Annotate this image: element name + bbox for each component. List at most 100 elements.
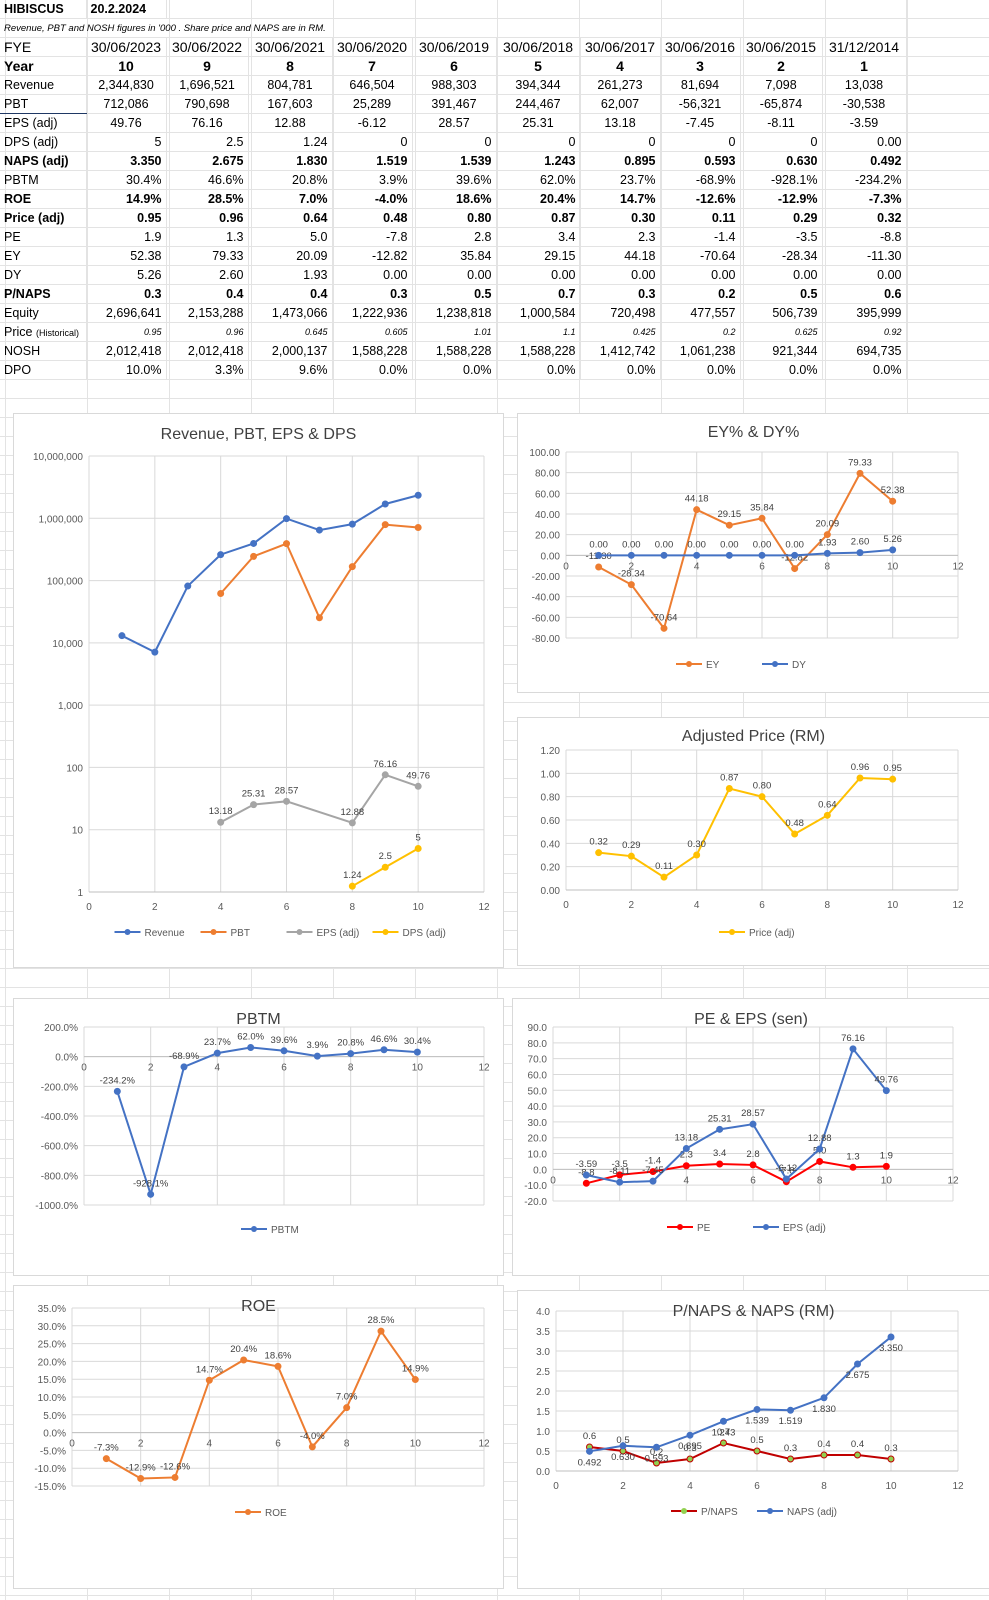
data-cell[interactable]: -12.9% [740,189,823,209]
data-cell[interactable]: 8 [248,56,333,76]
row-label-p-naps[interactable]: P/NAPS [0,284,87,304]
empty-cell[interactable] [166,0,907,19]
row-label-ey[interactable]: EY [0,246,87,266]
data-cell[interactable]: 0.00 [822,265,907,285]
data-cell[interactable]: 804,781 [248,75,333,95]
row-label-price-adj[interactable]: Price (adj) [0,208,87,228]
data-cell[interactable]: -7.8 [332,227,413,247]
fye-cell[interactable]: 30/06/2022 [166,37,249,57]
data-cell[interactable]: 0.00 [332,265,413,285]
data-cell[interactable]: -28.34 [740,246,823,266]
data-cell[interactable]: 9.6% [248,360,333,380]
chart-panel-pnaps-naps[interactable]: P/NAPS & NAPS (RM) 0.0 0.5 1.0 1.5 2.0 2.5 3.0… [517,1290,989,1589]
data-cell[interactable]: 0.00 [580,265,661,285]
data-cell[interactable]: 1,222,936 [332,303,413,323]
date-cell[interactable]: 20.2.2024 [86,0,167,19]
data-cell[interactable]: 0.4 [248,284,333,304]
data-cell[interactable]: 20.8% [248,170,333,190]
data-cell[interactable]: 646,504 [332,75,413,95]
data-cell[interactable]: 0.6 [822,284,907,304]
fye-cell[interactable]: 30/06/2015 [740,37,823,57]
data-cell[interactable]: 0 [580,132,661,152]
data-cell[interactable]: 1.24 [248,132,333,152]
row-label-year[interactable]: Year [0,56,87,76]
data-cell[interactable]: 13,038 [822,75,907,95]
note-cell[interactable]: Revenue, PBT and NOSH figures in '000 . … [0,18,907,38]
fye-label-cell[interactable]: FYE [0,37,87,57]
row-label-pbtm[interactable]: PBTM [0,170,87,190]
fye-cell[interactable]: 30/06/2017 [580,37,661,57]
data-cell[interactable]: 0.80 [412,208,497,228]
data-cell[interactable]: 167,603 [248,94,333,114]
data-cell[interactable]: 79.33 [166,246,249,266]
row-label-dpo[interactable]: DPO [0,360,87,380]
fye-cell[interactable]: 30/06/2023 [86,37,167,57]
data-cell[interactable]: -12.82 [332,246,413,266]
data-cell[interactable]: 1.1 [496,322,581,342]
data-cell[interactable]: -8.8 [822,227,907,247]
data-cell[interactable]: 0.00 [496,265,581,285]
data-cell[interactable]: 0.96 [166,322,249,342]
data-cell[interactable]: 0.48 [332,208,413,228]
data-cell[interactable]: 0 [496,132,581,152]
data-cell[interactable]: 0.5 [740,284,823,304]
chart-panel-pbtm[interactable]: PBTM -1000.0% -800.0% -600.0% -400.0% -200.0… [13,998,504,1276]
data-cell[interactable]: 14.9% [86,189,167,209]
data-cell[interactable]: 2,153,288 [166,303,249,323]
data-cell[interactable]: 1,061,238 [660,341,741,361]
data-cell[interactable]: 0 [740,132,823,152]
data-cell[interactable]: 2,012,418 [86,341,167,361]
data-cell[interactable]: 2,344,830 [86,75,167,95]
row-label-pbt[interactable]: PBT [0,94,87,114]
data-cell[interactable]: 2,696,641 [86,303,167,323]
row-label-roe[interactable]: ROE [0,189,87,209]
data-cell[interactable]: 1.830 [248,151,333,171]
data-cell[interactable]: 49.76 [86,113,167,133]
data-cell[interactable]: 2,000,137 [248,341,333,361]
data-cell[interactable]: 10.0% [86,360,167,380]
data-cell[interactable]: -928.1% [740,170,823,190]
data-cell[interactable]: 1.9 [86,227,167,247]
fye-cell[interactable]: 30/06/2018 [496,37,581,57]
data-cell[interactable]: 0.92 [822,322,907,342]
data-cell[interactable]: 20.4% [496,189,581,209]
row-label-naps-adj[interactable]: NAPS (adj) [0,151,87,171]
data-cell[interactable]: 10 [86,56,167,76]
data-cell[interactable]: 1,588,228 [496,341,581,361]
data-cell[interactable]: 7,098 [740,75,823,95]
data-cell[interactable]: 244,467 [496,94,581,114]
data-cell[interactable]: 0.2 [660,322,741,342]
chart-panel-adjusted-price[interactable]: Adjusted Price (RM) 0.00 0.20 0.40 0.60 0.80… [517,717,989,966]
data-cell[interactable]: 14.7% [580,189,661,209]
data-cell[interactable]: 28.57 [412,113,497,133]
data-cell[interactable]: 1.93 [248,265,333,285]
data-cell[interactable]: 6 [412,56,497,76]
data-cell[interactable]: 0.00 [740,265,823,285]
data-cell[interactable]: 0.3 [332,284,413,304]
data-cell[interactable]: 23.7% [580,170,661,190]
data-cell[interactable]: 0.0% [740,360,823,380]
data-cell[interactable]: 261,273 [580,75,661,95]
data-cell[interactable]: 18.6% [412,189,497,209]
row-label-revenue[interactable]: Revenue [0,75,87,95]
data-cell[interactable]: 0.593 [660,151,741,171]
chart-panel-ey-dy[interactable]: EY% & DY% -80.00 -60.00 -40.00 -20.00 0.00 20… [517,413,989,693]
data-cell[interactable]: 0.7 [496,284,581,304]
data-cell[interactable]: 0.87 [496,208,581,228]
data-cell[interactable]: 7.0% [248,189,333,209]
data-cell[interactable]: 2.8 [412,227,497,247]
row-label-price[interactable]: Price (Historical) [0,322,87,342]
data-cell[interactable]: 0.0% [496,360,581,380]
fye-cell[interactable]: 30/06/2016 [660,37,741,57]
data-cell[interactable]: 0.4 [166,284,249,304]
data-cell[interactable]: 9 [166,56,249,76]
row-label-nosh[interactable]: NOSH [0,341,87,361]
data-cell[interactable]: -6.12 [332,113,413,133]
data-cell[interactable]: 790,698 [166,94,249,114]
data-cell[interactable]: 2.3 [580,227,661,247]
data-cell[interactable]: 25,289 [332,94,413,114]
data-cell[interactable]: 20.09 [248,246,333,266]
data-cell[interactable]: 5 [86,132,167,152]
data-cell[interactable]: -70.64 [660,246,741,266]
data-cell[interactable]: 62,007 [580,94,661,114]
